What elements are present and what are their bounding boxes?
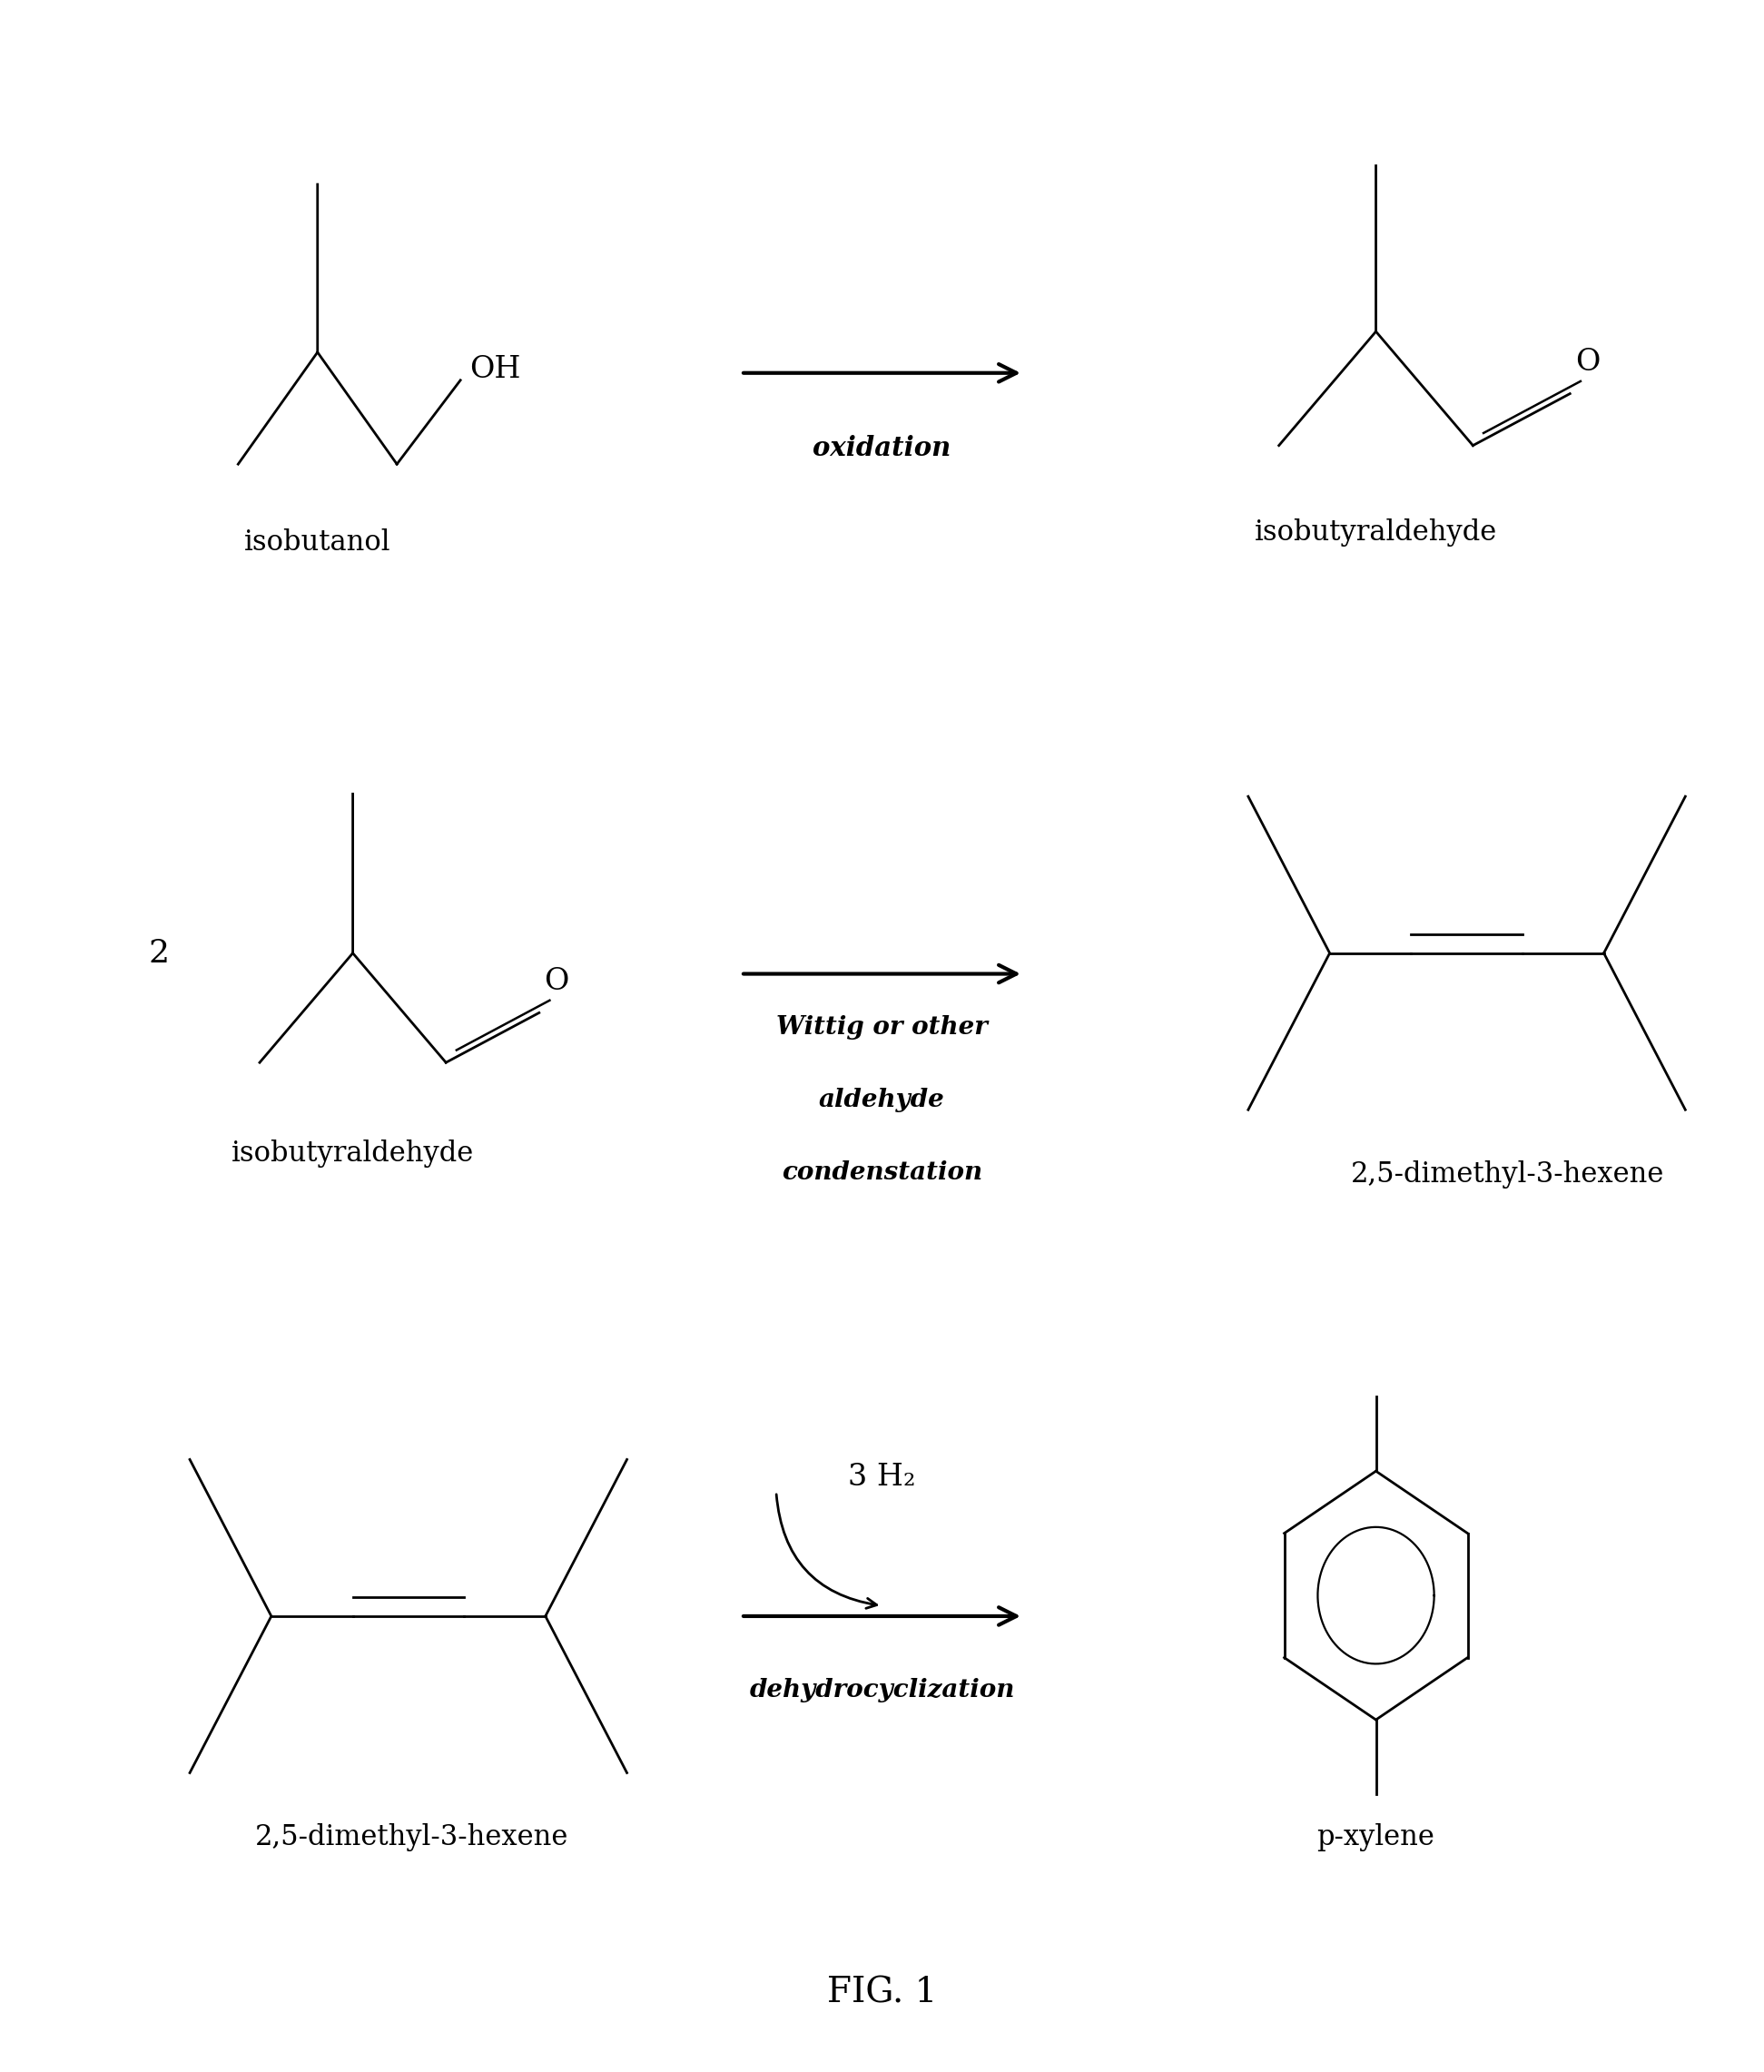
Text: dehydrocyclization: dehydrocyclization — [750, 1678, 1014, 1703]
Text: isobutyraldehyde: isobutyraldehyde — [231, 1140, 475, 1169]
Text: Wittig or other: Wittig or other — [776, 1015, 988, 1040]
Text: 2,5-dimethyl-3-hexene: 2,5-dimethyl-3-hexene — [256, 1823, 568, 1852]
Text: O: O — [1575, 348, 1600, 377]
Text: OH: OH — [469, 354, 520, 385]
Text: oxidation: oxidation — [813, 435, 951, 462]
Text: isobutyraldehyde: isobutyraldehyde — [1254, 518, 1498, 547]
Text: FIG. 1: FIG. 1 — [827, 1977, 937, 2010]
Text: isobutanol: isobutanol — [243, 528, 392, 557]
Text: 2: 2 — [148, 939, 169, 968]
Text: condenstation: condenstation — [781, 1160, 983, 1185]
Text: 2,5-dimethyl-3-hexene: 2,5-dimethyl-3-hexene — [1351, 1160, 1663, 1189]
Text: O: O — [545, 968, 570, 997]
Text: p-xylene: p-xylene — [1318, 1823, 1434, 1852]
Text: 3 H₂: 3 H₂ — [848, 1463, 916, 1492]
Text: aldehyde: aldehyde — [818, 1088, 946, 1113]
